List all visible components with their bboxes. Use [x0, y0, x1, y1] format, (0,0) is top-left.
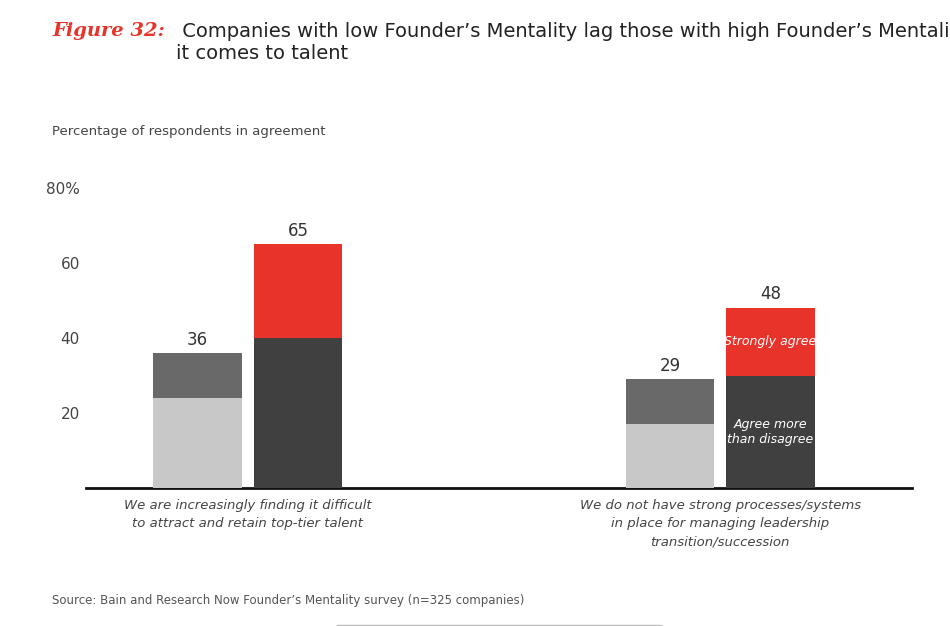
Bar — [626, 424, 714, 488]
Text: Strongly agree: Strongly agree — [724, 336, 816, 348]
Text: Percentage of respondents in agreement: Percentage of respondents in agreement — [52, 125, 326, 138]
Bar — [153, 398, 242, 488]
Bar — [726, 376, 814, 488]
Bar — [726, 308, 814, 376]
Text: 29: 29 — [659, 357, 680, 375]
Bar — [254, 244, 342, 338]
Text: Companies with low Founder’s Mentality lag those with high Founder’s Mentality w: Companies with low Founder’s Mentality l… — [176, 22, 950, 63]
Text: 48: 48 — [760, 285, 781, 304]
Text: Source: Bain and Research Now Founder’s Mentality survey (n=325 companies): Source: Bain and Research Now Founder’s … — [52, 594, 524, 607]
Text: 65: 65 — [288, 222, 309, 240]
Bar — [254, 338, 342, 488]
Text: Agree more
than disagree: Agree more than disagree — [727, 418, 813, 446]
Text: Figure 32:: Figure 32: — [52, 22, 165, 40]
Bar — [153, 353, 242, 398]
Text: 36: 36 — [187, 331, 208, 349]
Bar — [626, 379, 714, 424]
